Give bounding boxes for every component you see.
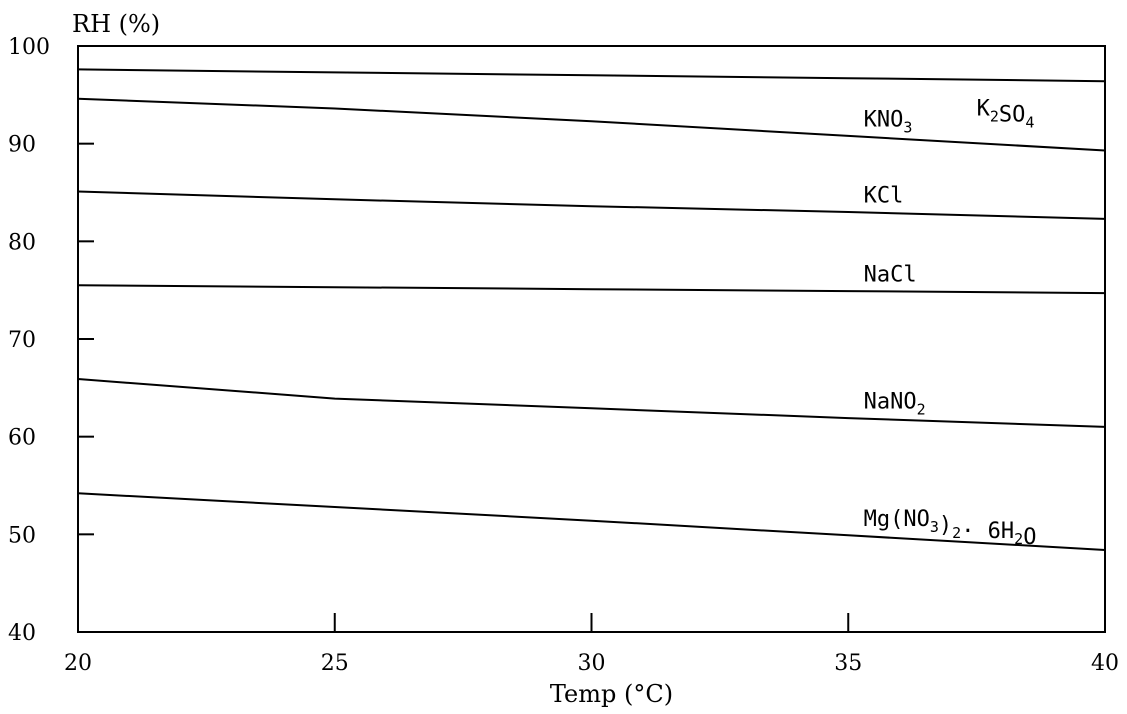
- x-tick-label-20: 20: [64, 651, 92, 676]
- x-axis-label: Temp (°C): [550, 680, 673, 708]
- y-tick-label-100: 100: [8, 35, 50, 60]
- y-tick-label-80: 80: [8, 230, 36, 255]
- y-tick-label-90: 90: [8, 133, 36, 158]
- x-tick-label-30: 30: [578, 651, 606, 676]
- series-line-kcl: [77, 190, 1106, 220]
- series-label-nacl: NaCl: [864, 262, 917, 287]
- series-label-k2so4: K2SO4: [977, 97, 1035, 132]
- x-tick-label-35: 35: [834, 651, 862, 676]
- y-tick-label-60: 60: [8, 426, 36, 451]
- y-tick-label-50: 50: [8, 523, 36, 548]
- y-tick-label-70: 70: [8, 328, 36, 353]
- axes-layer: 40 50 60 70 80 90 100 20 25 30 35 40: [8, 35, 1119, 676]
- x-tick-label-25: 25: [321, 651, 349, 676]
- series-line-kno3: [77, 97, 1106, 152]
- x-tick-label-40: 40: [1091, 651, 1119, 676]
- series-label-kcl: KCl: [864, 183, 904, 208]
- plot-area-frame: [77, 45, 1106, 633]
- series-line-mg-no3-2-6h2o: [77, 492, 1106, 551]
- series-layer: K2SO4 KNO3 KCl NaCl NaNO2 Mg(NO3)2· 6H2O: [77, 68, 1106, 551]
- series-label-kno3: KNO3: [864, 108, 913, 137]
- y-axis-label: RH (%): [72, 10, 160, 38]
- series-label-nano2: NaNO2: [864, 390, 926, 419]
- series-line-k2so4: [77, 68, 1106, 83]
- series-line-nano2: [77, 378, 1106, 428]
- y-tick-label-40: 40: [8, 621, 36, 646]
- series-label-mg-no3-2-6h2o: Mg(NO3)2· 6H2O: [864, 507, 1037, 550]
- series-line-nacl: [77, 284, 1106, 295]
